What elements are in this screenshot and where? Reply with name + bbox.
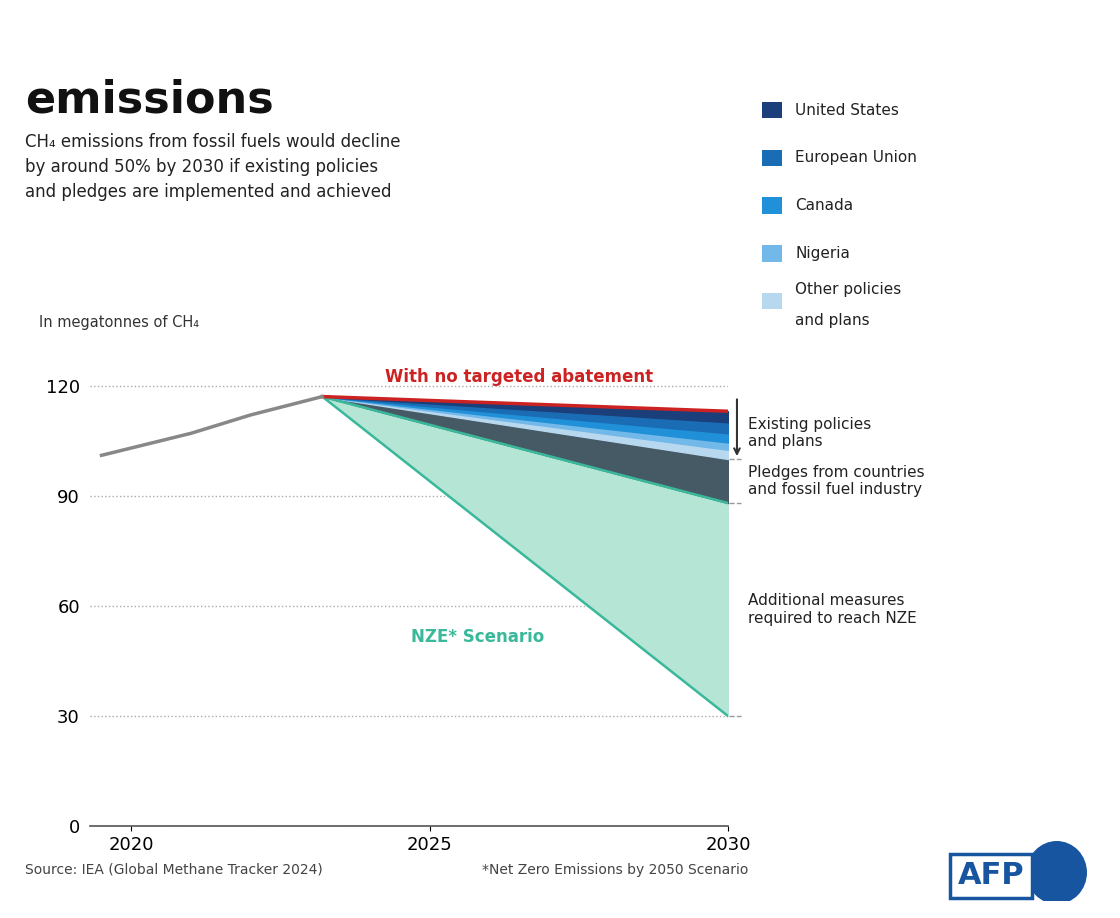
Text: With no targeted abatement: With no targeted abatement	[385, 367, 653, 386]
Text: Canada: Canada	[795, 198, 853, 213]
Text: Other policies: Other policies	[795, 282, 902, 297]
Text: CH₄ emissions from fossil fuels would decline
by around 50% by 2030 if existing : CH₄ emissions from fossil fuels would de…	[25, 133, 400, 201]
Text: and plans: and plans	[795, 313, 870, 328]
Text: Existing policies
and plans: Existing policies and plans	[748, 417, 871, 450]
Text: Pledges from countries
and fossil fuel industry: Pledges from countries and fossil fuel i…	[748, 465, 925, 498]
Text: AFP: AFP	[958, 861, 1024, 890]
Text: NZE* Scenario: NZE* Scenario	[411, 628, 544, 646]
Text: In megatonnes of CH₄: In megatonnes of CH₄	[38, 315, 198, 330]
Circle shape	[1027, 842, 1086, 903]
Text: European Union: European Union	[795, 151, 917, 165]
Text: Source: IEA (Global Methane Tracker 2024): Source: IEA (Global Methane Tracker 2024…	[25, 863, 323, 877]
Text: Nigeria: Nigeria	[795, 246, 850, 261]
Text: Reduction in methane: Reduction in methane	[25, 2, 577, 44]
Text: *Net Zero Emissions by 2050 Scenario: *Net Zero Emissions by 2050 Scenario	[482, 863, 748, 877]
Text: Additional measures
required to reach NZE: Additional measures required to reach NZ…	[748, 593, 917, 626]
Text: emissions: emissions	[25, 78, 273, 121]
Text: United States: United States	[795, 103, 899, 118]
